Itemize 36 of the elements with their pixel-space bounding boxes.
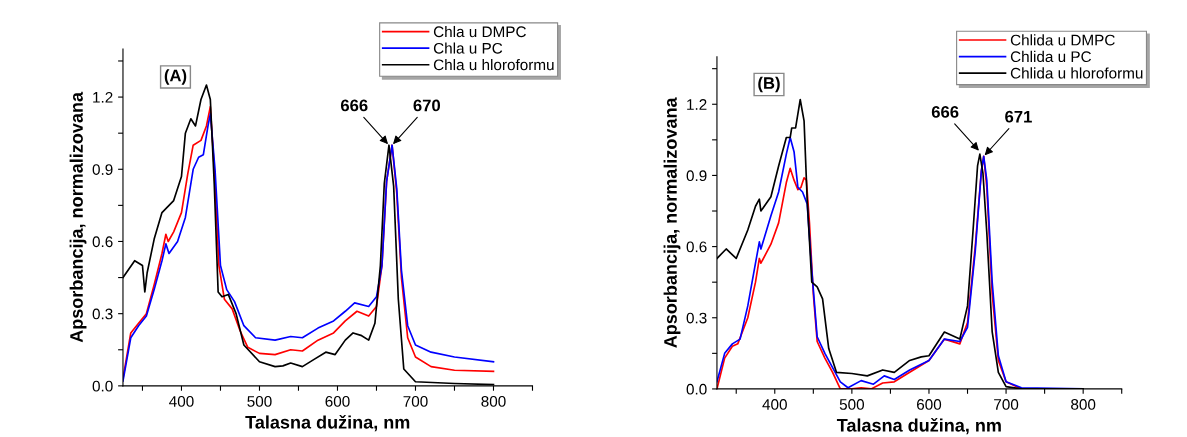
annotation: 666 [931, 106, 959, 118]
y-tick-label: 1.2 [687, 99, 707, 110]
legend-label: Chla u hloroformu [433, 59, 554, 71]
x-tick-label: 600 [325, 396, 350, 407]
annotation: (B) [758, 76, 780, 93]
x-tick-label: 400 [762, 399, 787, 410]
x-tick-label: 700 [994, 399, 1019, 410]
legend-label: Chla u DMPC [433, 25, 526, 38]
x-tick-label: 500 [247, 396, 272, 407]
annotation: 670 [413, 99, 441, 112]
legend-label: Chlida u DMPC [1010, 34, 1115, 46]
x-axis-title: Talasna dužina, nm [245, 415, 410, 432]
x-tick-label: 800 [481, 396, 506, 407]
x-tick-label: 400 [169, 396, 194, 407]
y-tick-label: 0.0 [686, 383, 707, 395]
y-tick-label: 0.9 [686, 170, 707, 182]
y-tick-label: 0.6 [686, 241, 707, 253]
y-tick-label: 0.9 [92, 164, 113, 175]
y-tick-label: 0.6 [92, 236, 113, 248]
y-tick-label: 0.3 [92, 308, 113, 320]
y-axis-title: Apsorbancija, normalizovana [663, 97, 681, 348]
legend-label: Chlida u hloroformu [1010, 67, 1143, 79]
y-axis-title: Apsorbancija, normalizovana [69, 91, 87, 343]
annotation: (A) [164, 69, 187, 85]
x-tick-label: 700 [403, 396, 428, 407]
y-tick-label: 0.3 [686, 312, 707, 324]
legend-label: Chlida u PC [1010, 50, 1092, 63]
y-tick-label: 1.2 [93, 91, 113, 103]
annotation: 666 [340, 99, 368, 112]
y-tick-label: 0.0 [92, 380, 113, 392]
x-axis-title: Talasna dužina, nm [836, 418, 1001, 435]
x-tick-label: 500 [839, 399, 865, 410]
annotation: 671 [1005, 110, 1032, 123]
x-tick-label: 800 [1071, 399, 1096, 410]
x-tick-label: 600 [917, 399, 942, 410]
legend-label: Chla u PC [433, 42, 503, 54]
